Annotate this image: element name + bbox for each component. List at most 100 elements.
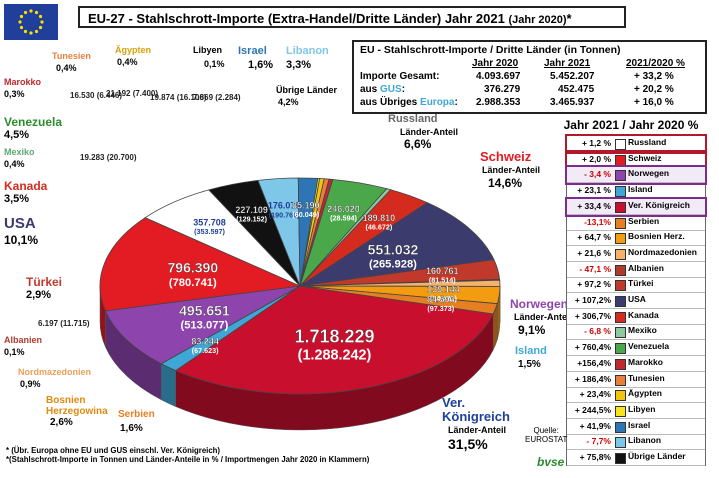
footnote: * (Übr. Europa ohne EU und GUS einschl. … [6, 446, 566, 465]
legend-item-change: + 75,8% [579, 452, 611, 462]
legend-item-name: Serbien [628, 215, 660, 226]
legend-item-name: Übrige Länder [628, 451, 686, 461]
eu-star-icon [40, 20, 44, 24]
legend-swatch-icon [615, 343, 626, 355]
label-israel-share: 1,6% [248, 59, 274, 71]
slice-value-2020: (265.928) [369, 259, 417, 271]
legend-item-name: Schweiz [628, 152, 662, 163]
slice-value-outside: 16.530 (6.446) [70, 91, 122, 100]
legend-item-name: Ver. Königreich [628, 199, 690, 210]
label-schweiz: Schweiz [480, 149, 532, 164]
legend-item: + 23,4% Ägypten [567, 387, 705, 404]
slice-value-2021: 227.109 [235, 205, 268, 215]
legend-item-name: Venezuela [628, 341, 670, 352]
source-label: Quelle: [533, 426, 559, 435]
legend-item: + 1,2 % Russland [565, 134, 707, 154]
legend-item-change: + 97,2 % [577, 279, 611, 290]
legend-item-change: + 760,4% [574, 342, 611, 353]
stats-row-label: aus Übriges Europa: [360, 97, 458, 108]
chart-title-text: EU-27 - Stahlschrott-Importe (Extra-Hand… [88, 11, 505, 26]
label-usa: USA [4, 215, 36, 232]
pie-slice [104, 285, 301, 365]
pie-slice [99, 217, 302, 312]
label-nordmazedonien-share: 0,9% [20, 379, 41, 389]
label-mexiko: Mexiko [4, 147, 35, 157]
legend-item-change: + 23,1 % [577, 185, 611, 196]
slice-value-outside: 19.874 (16.106) [150, 93, 207, 102]
legend-item-name: Marokko [628, 356, 663, 367]
label-libyen: Libyen [193, 45, 223, 55]
stats-row-gesamt: Importe Gesamt: 4.093.697 5.452.207 + 33… [354, 71, 705, 84]
legend-swatch-icon [615, 327, 626, 339]
label-russland-share: 6,6% [404, 137, 432, 151]
legend-item: + 186,4% Tunesien [567, 372, 705, 388]
eu-star-icon [23, 29, 28, 34]
slice-value-2020: (513.077) [180, 320, 228, 332]
eu-star-icon [38, 14, 43, 19]
stats-row-label-prefix: aus [360, 84, 381, 95]
legend-item-change: + 244,5% [574, 404, 611, 415]
legend-item-change: - 7,7% [586, 436, 611, 447]
slice-value-2021: 1.718.229 [294, 326, 374, 346]
slice-value-2021: 551.032 [368, 241, 419, 257]
eu-star-icon [23, 10, 28, 15]
label-venezuela-share: 4,5% [4, 129, 30, 141]
legend-item-name: Libyen [628, 403, 656, 414]
legend-item-name: Türkei [628, 278, 654, 289]
label-israel: Israel [238, 45, 267, 57]
legend-item-change: + 33,4 % [577, 200, 611, 211]
legend-item: + 23,1 % Island [567, 183, 705, 200]
legend-item: + 33,4 % Ver. Königreich [565, 196, 707, 217]
legend-swatch-icon [615, 437, 626, 449]
stats-row-label-gus: GUS [380, 84, 402, 95]
legend-item: +156,4% Marokko [567, 356, 705, 372]
eu-stars-icon [18, 9, 44, 35]
eu-flag-icon [4, 4, 58, 40]
legend-item-name: Kanada [628, 309, 659, 320]
legend-item-name: Mexiko [628, 325, 657, 336]
label-albanien-share: 0,1% [4, 347, 25, 357]
label-norwegen: Norwegen [510, 297, 569, 311]
legend-swatch-icon [615, 139, 626, 150]
stats-row-2021: 5.452.207 [550, 71, 595, 82]
label-usa-share: 10,1% [4, 233, 39, 247]
slice-value-2021: 796.390 [168, 260, 219, 276]
stats-row-label-tail: : [401, 84, 406, 95]
label-tuerkei-share: 2,9% [26, 289, 52, 301]
bvse-logo: bvse [537, 455, 565, 469]
stats-row-2020: 4.093.697 [476, 71, 521, 82]
slice-value-2021: 176.076 [268, 201, 301, 211]
legend-item-change: +156,4% [577, 357, 611, 368]
slice-value-outside: 6.197 (11.715) [38, 319, 90, 328]
slice-value-outside: 21.192 (7.400) [106, 89, 158, 98]
eu-star-icon [18, 20, 22, 24]
legend-swatch-icon [615, 217, 626, 229]
slice-value-outside: 7.869 (2.284) [193, 93, 241, 102]
pie-slice [299, 285, 498, 315]
label-uk-line2: Königreich [442, 408, 510, 424]
legend-item: + 760,4% Venezuela [567, 340, 705, 357]
label-aegypten: Ägypten [115, 45, 151, 55]
label-uebrige: Übrige Länder [276, 85, 338, 95]
stats-row-label: aus GUS: [360, 84, 405, 95]
legend-swatch-icon [615, 170, 626, 182]
legend-item: + 41,9% Israel [567, 419, 705, 435]
label-libyen-share: 0,1% [204, 59, 225, 69]
legend-swatch-icon [615, 358, 626, 370]
slice-value-2021: 357.708 [193, 218, 226, 228]
stats-row-label: Importe Gesamt: [360, 71, 440, 82]
stats-header-2021: Jahr 2021 [544, 58, 591, 69]
label-kanada-share: 3,5% [4, 193, 30, 205]
legend-swatch-icon [615, 311, 626, 323]
label-norwegen-sub: Länder-Anteil [514, 312, 573, 322]
stats-row-2021: 452.475 [558, 84, 595, 95]
label-mexiko-share: 0,4% [4, 159, 25, 169]
label-uk-sub: Länder-Anteil [448, 425, 507, 435]
slice-value-2020: (780.741) [169, 277, 217, 289]
legend-item-name: Nordmazedonien [628, 246, 697, 257]
stats-row-label-europa: Europa [420, 97, 455, 108]
slice-value-2020: (84.482) [430, 294, 457, 303]
slice-value-2021: 246.020 [327, 204, 360, 214]
legend-item-change: + 306,7% [574, 310, 611, 321]
legend-swatch-icon [615, 374, 626, 386]
